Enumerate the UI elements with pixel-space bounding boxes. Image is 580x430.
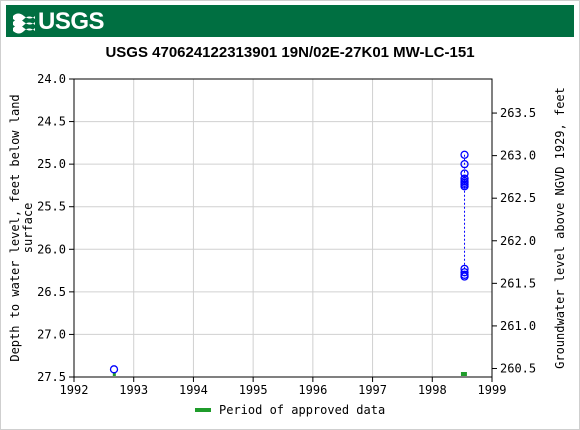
y-tick-label: 25.0 [37,157,66,171]
y2-tick-label: 262.0 [500,234,536,248]
legend: Period of approved data [195,403,385,417]
x-tick-label: 1997 [358,383,387,397]
y2-tick-label: 262.5 [500,191,536,205]
y-tick-label: 26.0 [37,242,66,256]
y-tick-label: 24.0 [37,72,66,86]
y2-tick-label: 261.0 [500,319,536,333]
approved-period-bar [112,372,116,376]
legend-swatch-approved [195,408,211,412]
data-point [460,268,469,277]
x-tick-label: 1995 [239,383,268,397]
approved-period-bar [460,372,467,376]
data-point [460,159,469,169]
y2-tick-label: 263.0 [500,149,536,163]
y-tick-label: 24.5 [37,115,66,129]
x-tick-label: 1994 [179,383,208,397]
plot-area [74,79,492,377]
y-axis-label-line1: Depth to water level, feet below land [8,94,22,361]
x-tick-label: 1996 [298,383,327,397]
data-point [460,182,469,191]
x-tick-label: 1998 [418,383,447,397]
plot-border [73,78,493,378]
data-point [460,150,469,159]
data-point [460,174,469,183]
y-tick-label: 26.5 [37,285,66,299]
usgs-logo[interactable]: USGS [12,8,105,36]
y2-tick-label: 263.5 [500,106,536,120]
data-point [109,365,119,374]
usgs-banner: USGS [6,5,574,37]
y2-tick-label: 260.5 [500,361,536,375]
legend-label-approved: Period of approved data [219,403,386,417]
data-point [460,272,469,281]
y-tick-label: 25.5 [37,200,66,214]
x-tick-label: 1999 [478,383,507,397]
x-tick-label: 1993 [119,383,148,397]
usgs-logo-text: USGS [38,8,105,35]
y-axis-label: Depth to water level, feet below landsur… [8,94,35,361]
y2-axis-label: Groundwater level above NGVD 1929, feet [553,87,567,369]
data-point [460,169,469,178]
y-tick-label: 27.0 [37,327,66,341]
x-tick-label: 1992 [60,383,89,397]
y2-tick-label: 261.5 [500,276,536,290]
usgs-wave-icon [12,10,36,34]
y-axis-label-line2: surface [21,203,35,254]
data-point [460,264,469,274]
y-tick-label: 27.5 [37,370,66,384]
chart-title: USGS 470624122313901 19N/02E-27K01 MW-LC… [105,44,475,61]
